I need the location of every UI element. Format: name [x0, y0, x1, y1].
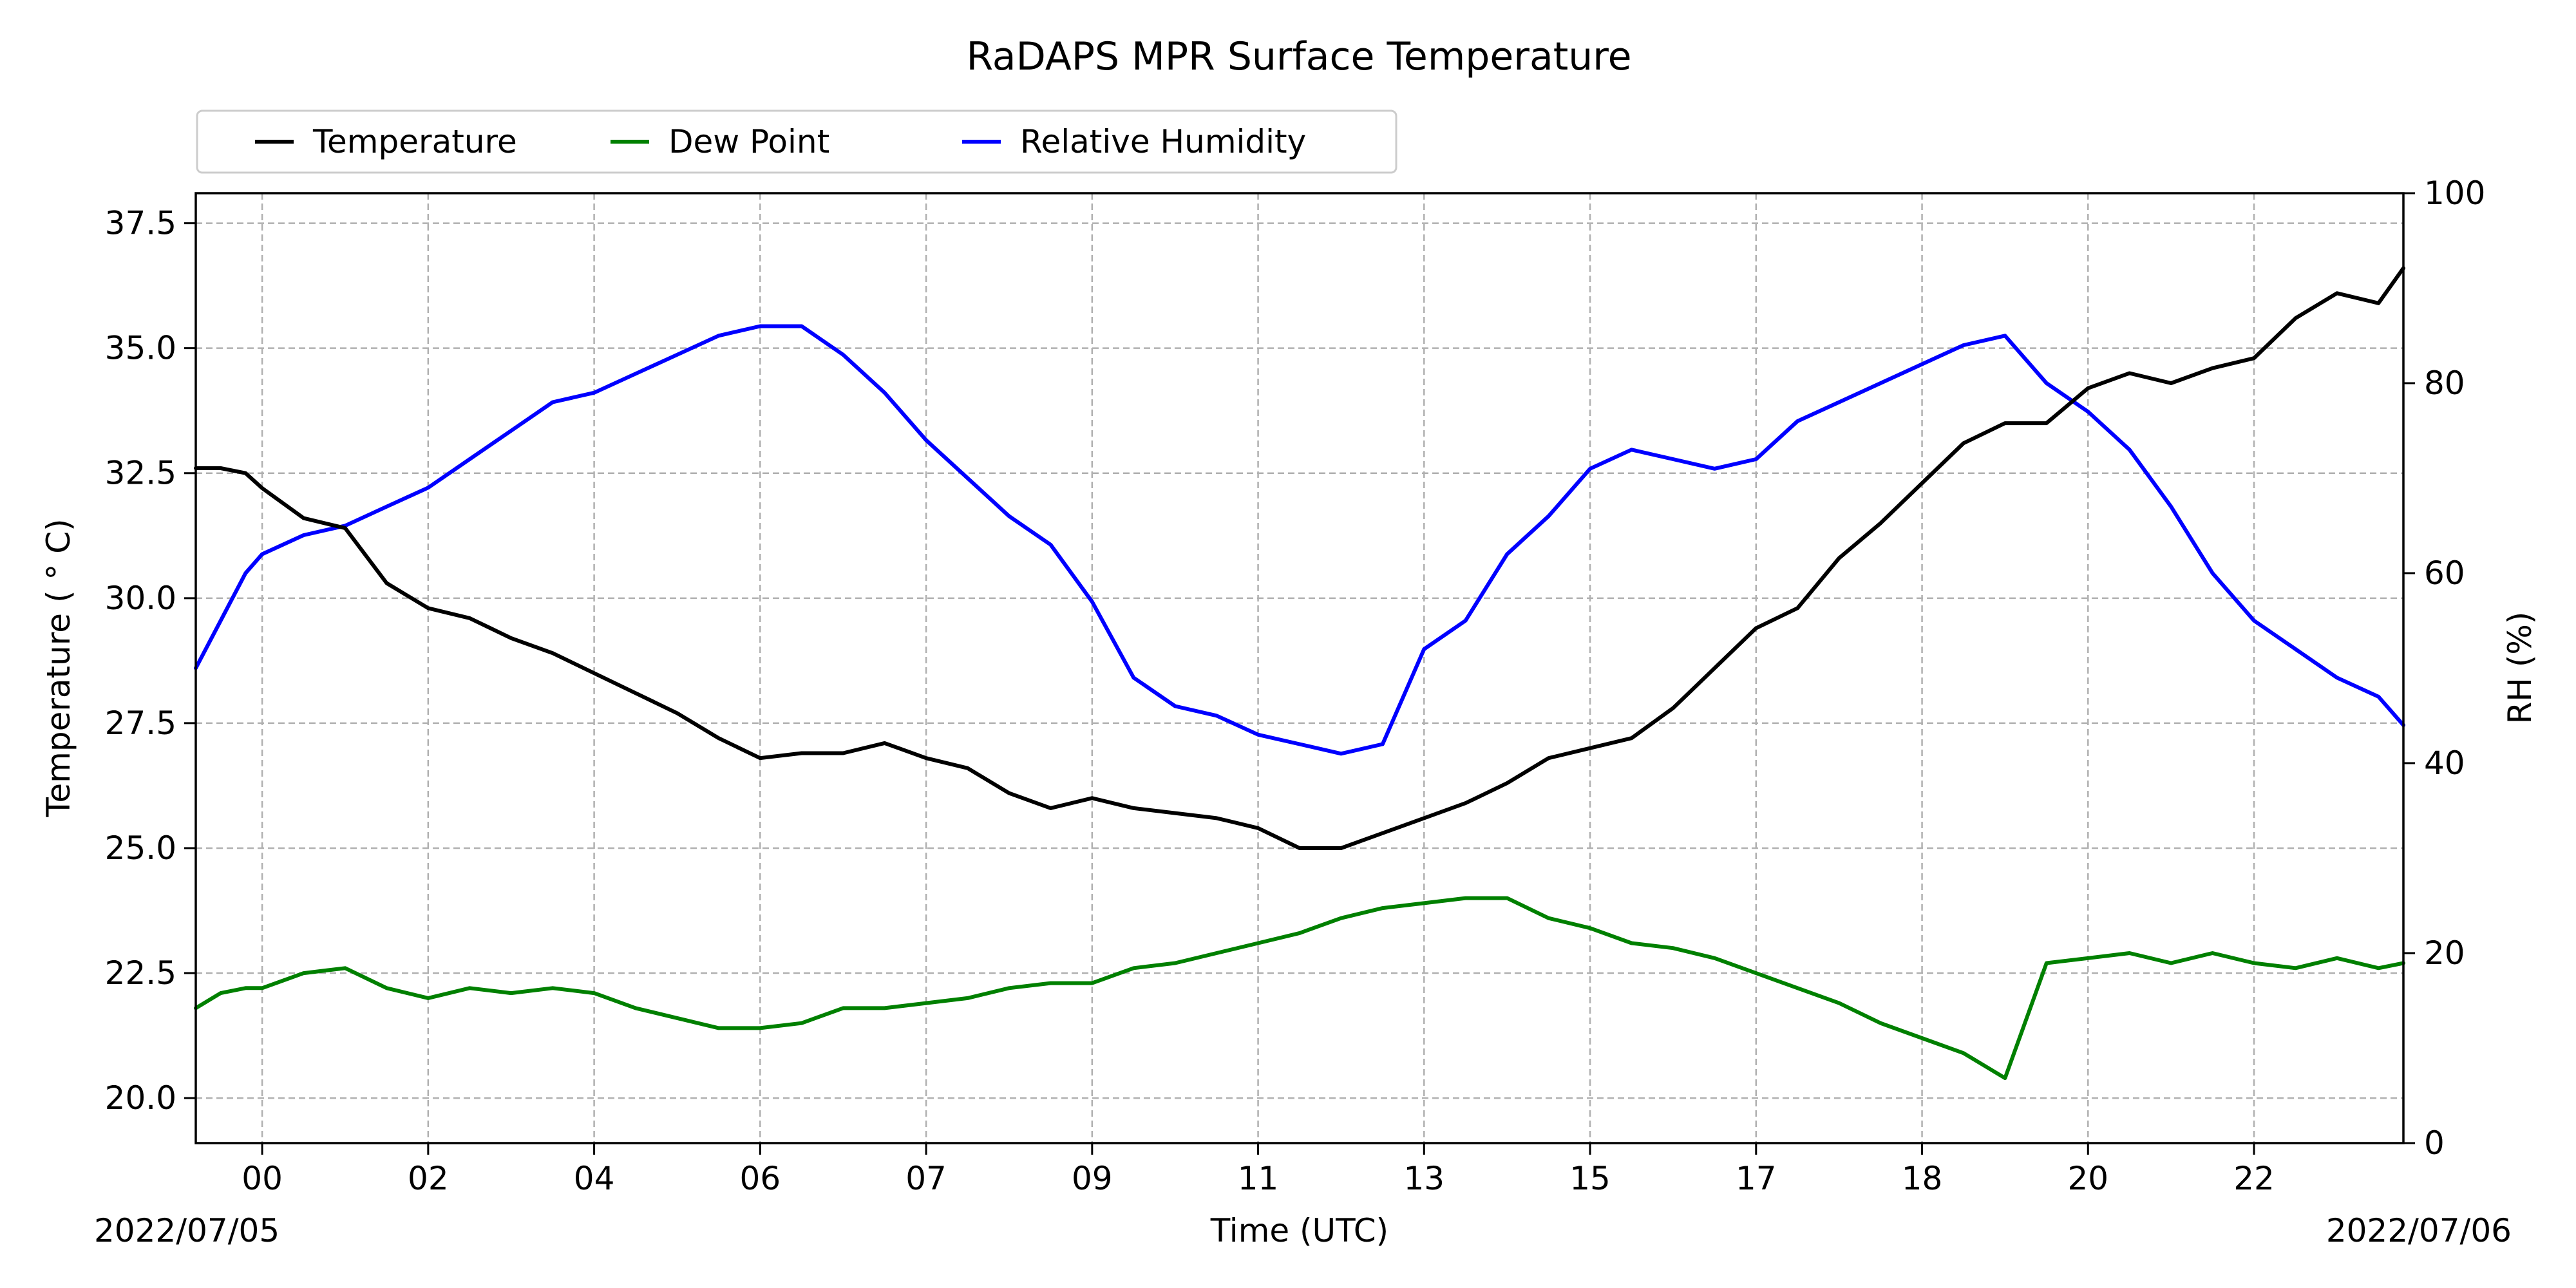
y2-tick-label: 60 [2424, 554, 2465, 592]
y-axis-right: 0 20 40 60 80 100 [2403, 175, 2485, 1162]
x-tick-label: 02 [408, 1160, 449, 1197]
legend-label-temperature: Temperature [312, 123, 517, 160]
x-tick-label: 17 [1736, 1160, 1777, 1197]
y-tick-label: 37.5 [105, 205, 176, 242]
y-tick-label: 22.5 [105, 954, 176, 992]
y2-tick-label: 80 [2424, 365, 2465, 402]
x-tick-label: 09 [1072, 1160, 1113, 1197]
x-tick-label: 15 [1569, 1160, 1611, 1197]
x-tick-label: 20 [2067, 1160, 2108, 1197]
x-tick-label: 18 [1902, 1160, 1943, 1197]
legend-frame [196, 109, 1397, 174]
y2-tick-label: 40 [2424, 744, 2465, 782]
y-axis-label-right: RH (%) [2501, 612, 2539, 724]
x-axis: 00 02 04 06 07 09 11 13 15 17 18 20 22 [242, 1143, 2275, 1197]
x-tick-label: 22 [2233, 1160, 2275, 1197]
y-axis-left: 20.0 22.5 25.0 27.5 30.0 32.5 35.0 37.5 [105, 205, 196, 1117]
series-layer [194, 266, 2405, 1081]
series-line-temperature [194, 266, 2405, 850]
legend-label-dew-point: Dew Point [668, 123, 829, 160]
x-start-date-label: 2022/07/05 [94, 1212, 279, 1249]
x-tick-label: 04 [574, 1160, 615, 1197]
series-line-dew-point [194, 896, 2405, 1081]
y2-tick-label: 100 [2424, 175, 2485, 212]
x-tick-label: 13 [1403, 1160, 1444, 1197]
y-tick-label: 32.5 [105, 455, 176, 492]
plot-frame [194, 192, 2405, 1144]
y-tick-label: 35.0 [105, 330, 176, 367]
y2-tick-label: 20 [2424, 934, 2465, 972]
chart-title: RaDAPS MPR Surface Temperature [966, 34, 1631, 79]
y2-tick-label: 0 [2424, 1124, 2445, 1162]
y-tick-label: 25.0 [105, 829, 176, 867]
x-tick-label: 11 [1238, 1160, 1279, 1197]
x-tick-label: 06 [740, 1160, 781, 1197]
y-axis-label-left: Temperature ( ° C) [40, 518, 77, 817]
x-tick-label: 00 [242, 1160, 283, 1197]
y-tick-label: 20.0 [105, 1079, 176, 1117]
y-tick-label: 30.0 [105, 580, 176, 617]
x-axis-label: Time (UTC) [1210, 1212, 1388, 1249]
series-line-relative-humidity [194, 324, 2405, 756]
legend-label-relative-humidity: Relative Humidity [1020, 123, 1306, 160]
x-tick-label: 07 [905, 1160, 947, 1197]
y-tick-label: 27.5 [105, 705, 176, 742]
x-end-date-label: 2022/07/06 [2326, 1212, 2512, 1249]
legend: Temperature Dew Point Relative Humidity [196, 109, 1397, 174]
